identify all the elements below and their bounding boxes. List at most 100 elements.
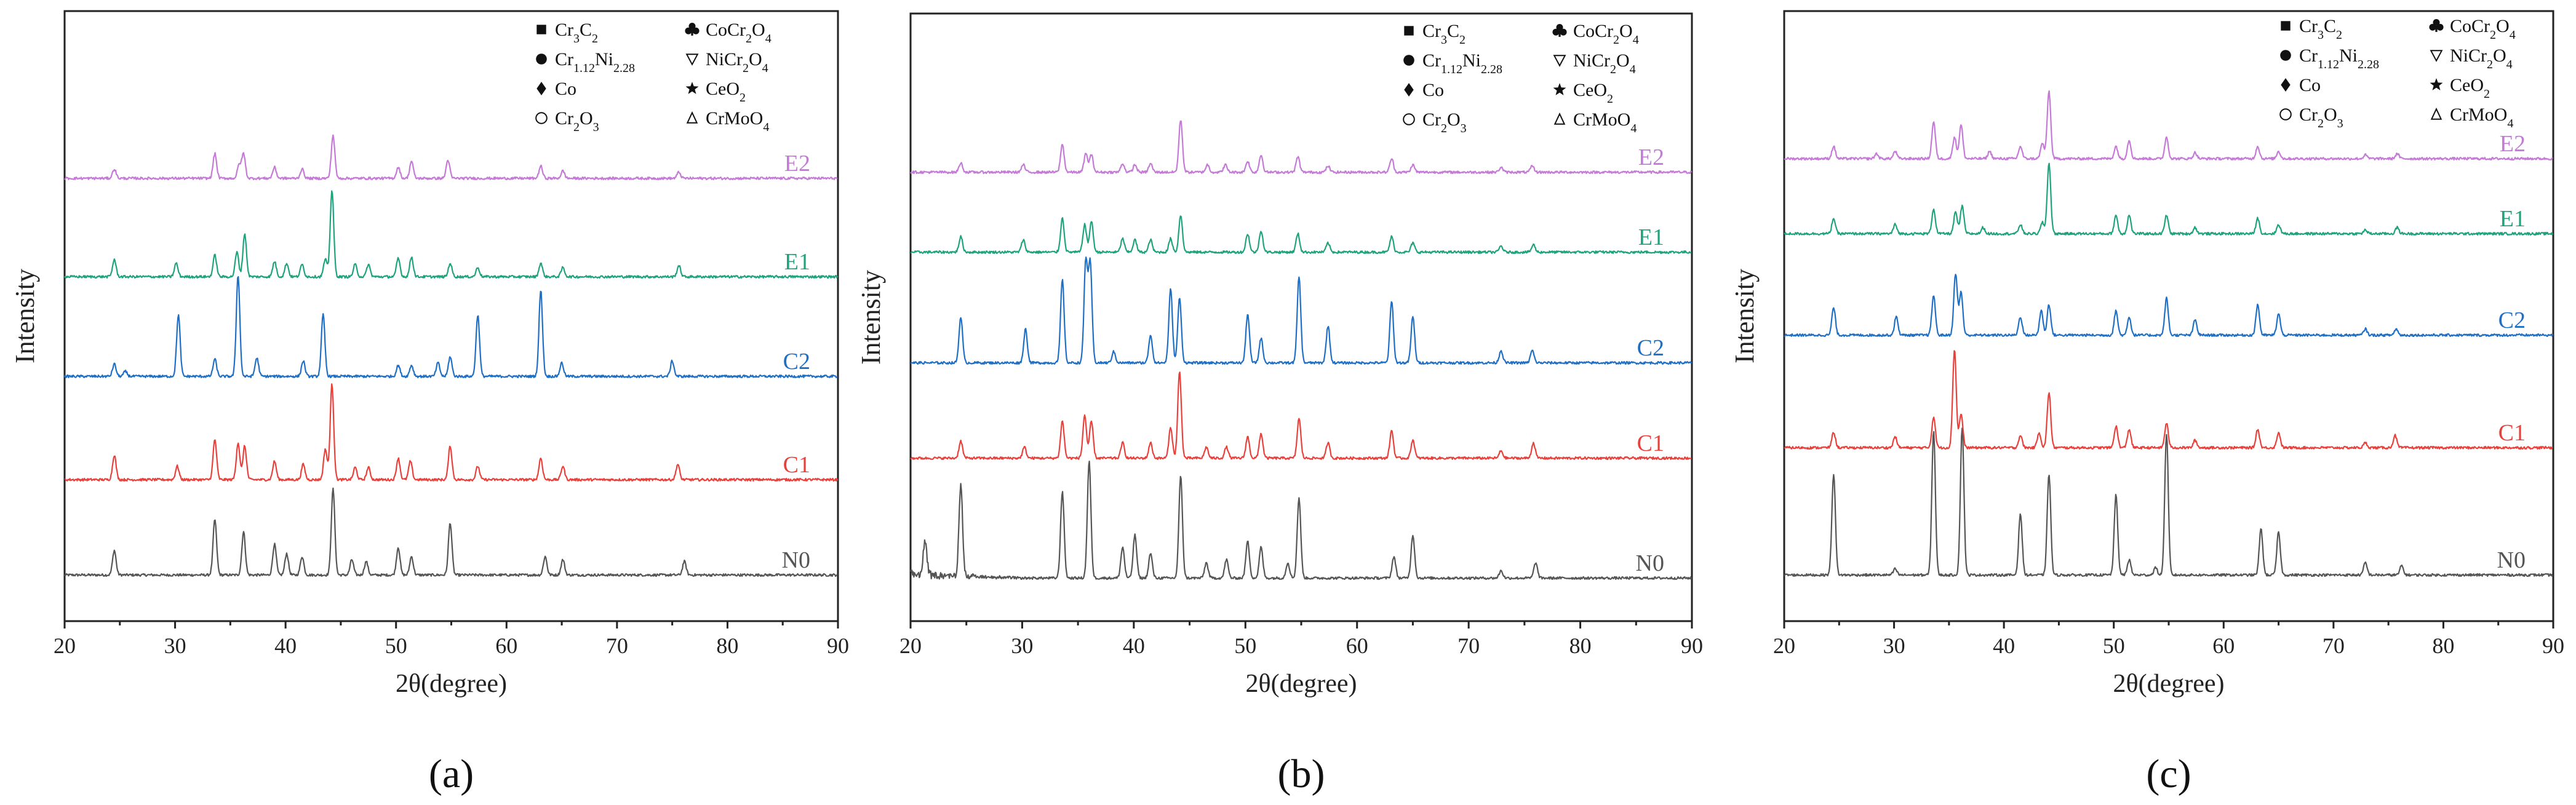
legend-label: Cr3C2 xyxy=(555,20,598,46)
y-axis-label: Intensity xyxy=(10,269,40,363)
marker-square xyxy=(536,25,546,34)
series-label-c2: C2 xyxy=(2498,307,2526,333)
legend-label: Cr1.12Ni2.28 xyxy=(2299,46,2379,71)
x-tick-label: 90 xyxy=(827,633,849,658)
series-e1-line xyxy=(64,190,839,279)
legend-label: CeO2 xyxy=(2450,75,2490,101)
x-tick-label: 60 xyxy=(2212,633,2235,658)
x-tick-label: 30 xyxy=(164,633,186,658)
series-label-c2: C2 xyxy=(783,349,810,375)
x-tick-label: 80 xyxy=(1569,633,1592,658)
series-n0-line xyxy=(910,461,1693,581)
panel-b: 20 30 40 50 60 70 80 90 2θ(degree) Intensity (b) N0… xyxy=(856,12,1703,796)
x-tick-label: 50 xyxy=(385,633,407,658)
x-tick-label: 70 xyxy=(2323,633,2345,658)
series-label-e2: E2 xyxy=(1638,145,1664,170)
marker-club xyxy=(1552,24,1567,37)
marker-diamond xyxy=(1404,83,1414,97)
series-label-n0: N0 xyxy=(1636,550,1664,576)
x-tick-label: 90 xyxy=(1681,633,1703,658)
series-label-n0: N0 xyxy=(782,547,810,573)
marker-diamond xyxy=(2281,78,2291,92)
x-tick-label: 20 xyxy=(899,633,922,658)
marker-square xyxy=(2281,21,2291,31)
marker-triangle-down xyxy=(685,54,699,66)
marker-ocircle xyxy=(1403,113,1415,125)
marker-club xyxy=(2429,19,2444,32)
legend-label: Cr1.12Ni2.28 xyxy=(1422,50,1502,76)
series-label-c1: C1 xyxy=(783,452,810,478)
series-e2-line xyxy=(64,134,838,181)
marker-circle xyxy=(536,54,547,65)
legend: Cr3C2 Cr1.12Ni2.28 Co Cr2O3 CoCr2O4 NiCr2O4 Ce… xyxy=(1403,21,1639,135)
x-tick-label: 20 xyxy=(1773,633,1795,658)
marker-triangle-up xyxy=(1553,112,1566,125)
legend-label: Cr2O3 xyxy=(2299,105,2343,130)
marker-triangle-down xyxy=(1553,55,1566,67)
series-e2-line xyxy=(910,120,1693,175)
marker-triangle-down xyxy=(2430,50,2443,62)
marker-club xyxy=(685,23,700,36)
x-tick-label: 40 xyxy=(274,633,297,658)
y-axis-label: Intensity xyxy=(1729,269,1760,363)
x-tick-label: 40 xyxy=(1123,633,1145,658)
legend-label: Co xyxy=(555,79,576,99)
x-tick-label: 80 xyxy=(716,633,738,658)
series-label-e2: E2 xyxy=(784,151,810,176)
marker-triangle-up xyxy=(2430,107,2442,120)
series-label-n0: N0 xyxy=(2497,547,2526,573)
legend-label: Cr2O3 xyxy=(555,108,599,134)
x-tick-label: 60 xyxy=(1346,633,1368,658)
x-tick-label: 70 xyxy=(1457,633,1480,658)
series-label-c1: C1 xyxy=(1637,430,1664,456)
panel-label: (c) xyxy=(2146,751,2191,796)
x-tick-label: 30 xyxy=(1011,633,1033,658)
x-axis-label: 2θ(degree) xyxy=(2113,670,2224,698)
series-c2-line xyxy=(63,276,838,379)
series-label-e1: E1 xyxy=(784,249,810,275)
x-tick-label: 80 xyxy=(2432,633,2454,658)
series-c2-line xyxy=(910,256,1693,365)
series-c1-line xyxy=(1784,350,2553,450)
marker-star xyxy=(1553,83,1566,95)
x-axis-label: 2θ(degree) xyxy=(1245,670,1357,698)
panel-label: (b) xyxy=(1278,751,1325,796)
series-n0-line xyxy=(1784,427,2554,577)
legend-label: CrMoO4 xyxy=(2450,105,2513,130)
x-tick-label: 50 xyxy=(2103,633,2125,658)
marker-ocircle xyxy=(535,112,548,124)
series-label-e1: E1 xyxy=(2500,206,2526,232)
panel-c: 20 30 40 50 60 70 80 90 2θ(degree) Intensity (c) N0… xyxy=(1729,10,2564,796)
marker-diamond xyxy=(536,82,546,95)
series-label-e2: E2 xyxy=(2500,131,2526,157)
legend: Cr3C2 Cr1.12Ni2.28 Co Cr2O3 CoCr2O4 NiCr2O4 Ce… xyxy=(2279,16,2516,130)
series-label-c1: C1 xyxy=(2498,420,2526,446)
panel-a: 20 30 40 50 60 70 80 90 2θ(degree) Intensity (a) N0… xyxy=(10,10,849,796)
marker-triangle-up xyxy=(686,111,698,124)
legend-label: Cr3C2 xyxy=(2299,16,2342,42)
series-e2-line xyxy=(1784,90,2553,161)
panel-label: (a) xyxy=(429,751,474,796)
series-label-e1: E1 xyxy=(1638,224,1664,250)
legend-label: Cr3C2 xyxy=(1422,21,1465,47)
legend-label: CrMoO4 xyxy=(1573,109,1637,135)
legend-label: Cr2O3 xyxy=(1422,109,1467,135)
series-e1-line xyxy=(1784,162,2554,236)
x-tick-label: 90 xyxy=(2542,633,2564,658)
legend-label: CeO2 xyxy=(1573,80,1613,106)
series-c2-line xyxy=(1784,274,2554,338)
marker-star xyxy=(685,82,699,94)
marker-circle xyxy=(2280,50,2291,61)
x-axis-label: 2θ(degree) xyxy=(396,670,507,698)
legend-label: NiCr2O4 xyxy=(2450,46,2513,71)
series-e1-line xyxy=(910,215,1692,255)
x-tick-label: 30 xyxy=(1883,633,1905,658)
legend-label: Cr1.12Ni2.28 xyxy=(555,49,635,75)
legend-label: CrMoO4 xyxy=(706,108,769,134)
legend-label: NiCr2O4 xyxy=(706,49,768,75)
marker-square xyxy=(1404,26,1414,36)
legend-label: CoCr2O4 xyxy=(2450,16,2516,42)
marker-ocircle xyxy=(2279,108,2292,121)
legend-label: CoCr2O4 xyxy=(1573,21,1639,47)
